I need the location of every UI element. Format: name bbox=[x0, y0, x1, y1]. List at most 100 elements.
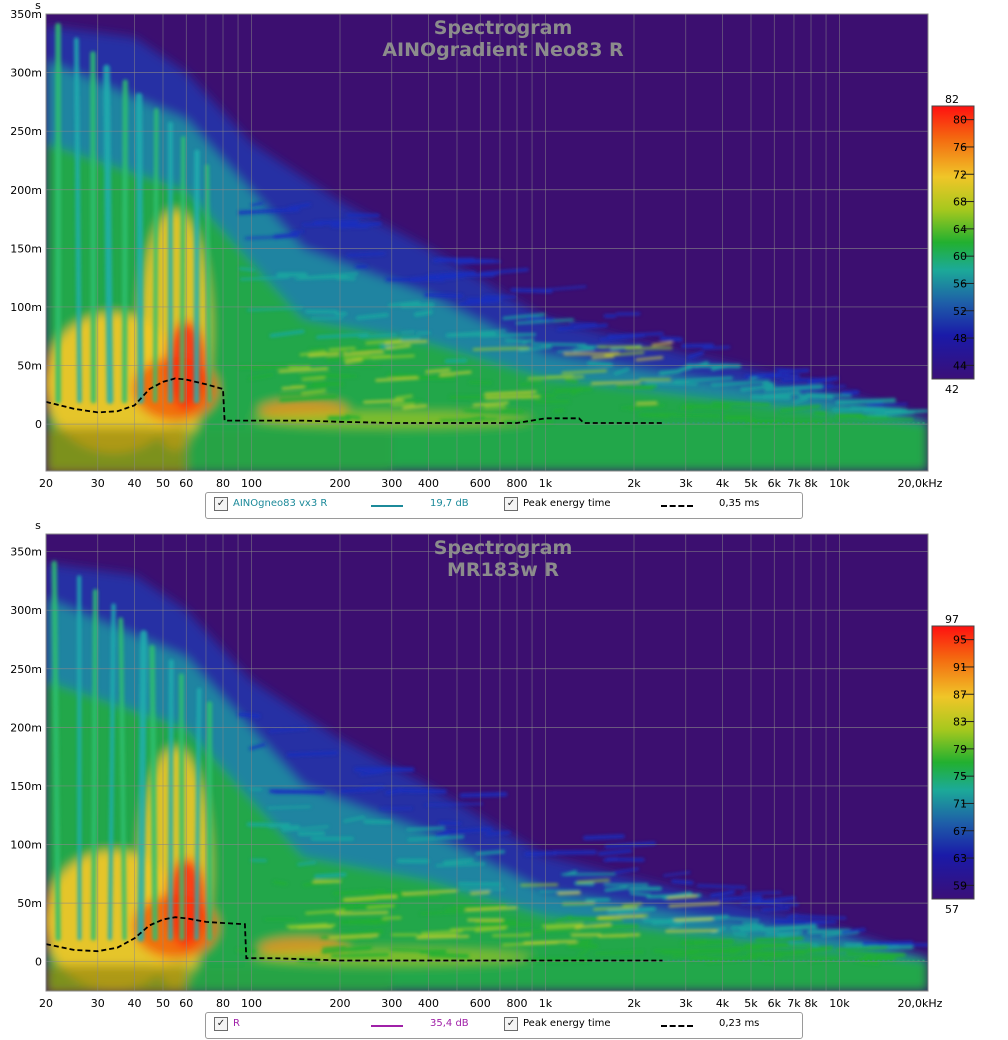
x-tick-label: 200 bbox=[330, 477, 351, 490]
series-value: 35,4 dB bbox=[430, 1018, 469, 1029]
x-tick-label: 100 bbox=[241, 477, 262, 490]
x-tick-label: 600 bbox=[470, 997, 491, 1010]
y-tick-label: 0 bbox=[35, 956, 42, 969]
color-scale-tick: 72 bbox=[953, 168, 967, 181]
x-tick-label: 2k bbox=[627, 997, 641, 1010]
x-tick-label: 60 bbox=[179, 477, 193, 490]
plot-frame bbox=[45, 13, 929, 472]
x-tick-label: 20 bbox=[39, 997, 53, 1010]
tick-labels: 20 30 40 50 60 80 100 200 300 400 600 800 1k 2k 3k 4k 5k… bbox=[10, 8, 942, 490]
color-scale-tick: 63 bbox=[953, 852, 967, 865]
x-tick-label: 600 bbox=[470, 477, 491, 490]
color-scale-tick: 87 bbox=[953, 688, 967, 701]
x-tick-label: 400 bbox=[418, 477, 439, 490]
x-tick-label: 300 bbox=[381, 477, 402, 490]
series-label: AINOgneo83 vx3 R bbox=[233, 498, 328, 509]
peak-energy-swatch bbox=[661, 505, 693, 507]
series-value: 19,7 dB bbox=[430, 498, 469, 509]
color-scale: 97 57 95 91 87 83 79 75 71 67 63 59 bbox=[931, 613, 975, 916]
y-tick-label: 250m bbox=[10, 663, 42, 676]
y-tick-label: 350m bbox=[10, 546, 42, 559]
tick-labels: 20 30 40 50 60 80 100 200 300 400 600 800 1k 2k 3k 4k 5k… bbox=[10, 546, 942, 1010]
x-tick-label: 8k bbox=[804, 997, 818, 1010]
color-scale-tick: 44 bbox=[953, 359, 967, 372]
y-tick-label: 100m bbox=[10, 839, 42, 852]
y-tick-label: 50m bbox=[17, 360, 42, 373]
energy-field bbox=[46, 560, 928, 991]
y-tick-label: 150m bbox=[10, 242, 42, 255]
color-scale-bar bbox=[931, 105, 975, 380]
x-tick-label: 50 bbox=[156, 997, 170, 1010]
color-scale-max: 82 bbox=[945, 93, 959, 106]
chart-title: Spectrogram bbox=[434, 17, 573, 39]
spectrogram-chart-2: 20 30 40 50 60 80 100 200 300 400 600 800 1k 2k 3k 4k 5k… bbox=[10, 520, 975, 1010]
spectrogram-chart-1: 20 30 40 50 60 80 100 200 300 400 600 800 1k 2k 3k 4k 5k… bbox=[10, 0, 975, 490]
x-tick-label: 300 bbox=[381, 997, 402, 1010]
x-tick-label: 100 bbox=[241, 997, 262, 1010]
x-tick-label: 20,0kHz bbox=[898, 477, 943, 490]
color-scale-tick: 75 bbox=[953, 770, 967, 783]
series-checkbox[interactable]: ✓ bbox=[214, 1017, 228, 1031]
y-tick-label: 50m bbox=[17, 897, 42, 910]
color-scale-tick: 68 bbox=[953, 196, 967, 209]
peak-energy-label: Peak energy time bbox=[523, 498, 611, 509]
y-axis-label: s bbox=[35, 0, 41, 12]
x-tick-label: 10k bbox=[829, 997, 850, 1010]
x-tick-label: 40 bbox=[128, 477, 142, 490]
y-tick-label: 200m bbox=[10, 184, 42, 197]
x-tick-label: 60 bbox=[179, 997, 193, 1010]
x-tick-label: 6k bbox=[768, 997, 782, 1010]
series-label: R bbox=[233, 1018, 240, 1029]
color-scale-tick: 80 bbox=[953, 114, 967, 127]
x-tick-label: 3k bbox=[679, 997, 693, 1010]
y-tick-label: 0 bbox=[35, 418, 42, 431]
color-scale-tick: 71 bbox=[953, 797, 967, 810]
chart-subtitle: MR183w R bbox=[447, 559, 559, 581]
x-tick-label: 5k bbox=[744, 997, 758, 1010]
y-tick-label: 300m bbox=[10, 604, 42, 617]
x-tick-label: 30 bbox=[91, 997, 105, 1010]
peak-energy-label: Peak energy time bbox=[523, 1018, 611, 1029]
color-scale-tick: 67 bbox=[953, 825, 967, 838]
color-scale-tick: 48 bbox=[953, 332, 967, 345]
x-tick-label: 4k bbox=[716, 997, 730, 1010]
x-tick-label: 200 bbox=[330, 997, 351, 1010]
x-tick-label: 800 bbox=[507, 997, 528, 1010]
x-tick-label: 1k bbox=[539, 477, 553, 490]
peak-energy-checkbox[interactable]: ✓ bbox=[504, 497, 518, 511]
x-tick-label: 7k bbox=[787, 997, 801, 1010]
x-tick-label: 80 bbox=[216, 477, 230, 490]
peak-energy-swatch bbox=[661, 1025, 693, 1027]
color-scale-bar bbox=[931, 625, 975, 900]
y-tick-label: 300m bbox=[10, 67, 42, 80]
color-scale-tick: 95 bbox=[953, 634, 967, 647]
color-scale-tick: 76 bbox=[953, 141, 967, 154]
x-tick-label: 6k bbox=[768, 477, 782, 490]
x-tick-label: 1k bbox=[539, 997, 553, 1010]
peak-energy-checkbox[interactable]: ✓ bbox=[504, 1017, 518, 1031]
peak-energy-value: 0,23 ms bbox=[719, 1018, 760, 1029]
color-scale-min: 42 bbox=[945, 383, 959, 396]
legend-bar-1: ✓ AINOgneo83 vx3 R 19,7 dB ✓ Peak energy… bbox=[205, 492, 803, 519]
color-scale-tick: 60 bbox=[953, 250, 967, 263]
y-tick-label: 250m bbox=[10, 125, 42, 138]
color-scale-tick: 59 bbox=[953, 879, 967, 892]
y-tick-label: 200m bbox=[10, 721, 42, 734]
x-tick-label: 30 bbox=[91, 477, 105, 490]
x-tick-label: 400 bbox=[418, 997, 439, 1010]
color-scale-max: 97 bbox=[945, 613, 959, 626]
chart-subtitle: AINOgradient Neo83 R bbox=[382, 39, 624, 61]
x-tick-label: 40 bbox=[128, 997, 142, 1010]
x-tick-label: 50 bbox=[156, 477, 170, 490]
y-tick-label: 100m bbox=[10, 301, 42, 314]
legend-bar-2: ✓ R 35,4 dB ✓ Peak energy time 0,23 ms bbox=[205, 1012, 803, 1039]
color-scale-tick: 91 bbox=[953, 661, 967, 674]
peak-energy-time-line bbox=[45, 377, 663, 424]
plot-frame bbox=[45, 533, 929, 992]
x-tick-label: 8k bbox=[804, 477, 818, 490]
color-scale-tick: 79 bbox=[953, 743, 967, 756]
x-tick-label: 10k bbox=[829, 477, 850, 490]
x-tick-label: 20 bbox=[39, 477, 53, 490]
series-checkbox[interactable]: ✓ bbox=[214, 497, 228, 511]
y-tick-label: 350m bbox=[10, 8, 42, 21]
